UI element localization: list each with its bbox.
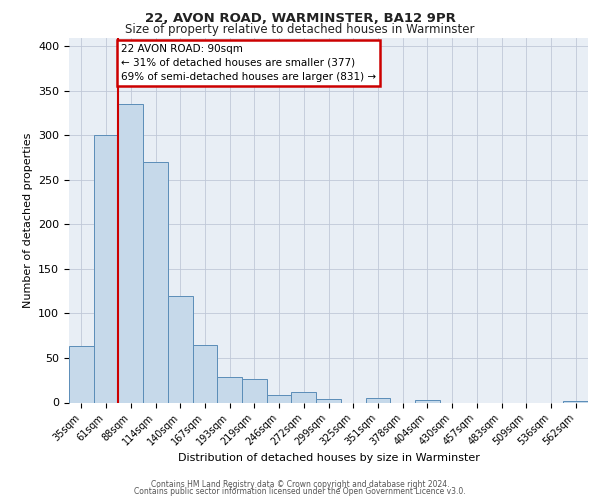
Bar [267,396,292,402]
Text: Contains public sector information licensed under the Open Government Licence v3: Contains public sector information licen… [134,487,466,496]
Bar [292,392,316,402]
Text: 22 AVON ROAD: 90sqm
← 31% of detached houses are smaller (377)
69% of semi-detac: 22 AVON ROAD: 90sqm ← 31% of detached ho… [121,44,376,82]
Y-axis label: Number of detached properties: Number of detached properties [23,132,32,308]
Bar [563,400,588,402]
X-axis label: Distribution of detached houses by size in Warminster: Distribution of detached houses by size … [178,453,479,463]
Text: Contains HM Land Registry data © Crown copyright and database right 2024.: Contains HM Land Registry data © Crown c… [151,480,449,489]
Bar [415,400,440,402]
Bar [316,399,341,402]
Bar [365,398,390,402]
Bar [242,380,267,402]
Text: Size of property relative to detached houses in Warminster: Size of property relative to detached ho… [125,22,475,36]
Bar [143,162,168,402]
Text: 22, AVON ROAD, WARMINSTER, BA12 9PR: 22, AVON ROAD, WARMINSTER, BA12 9PR [145,12,455,26]
Bar [118,104,143,403]
Bar [168,296,193,403]
Bar [69,346,94,403]
Bar [193,344,217,403]
Bar [94,136,118,402]
Bar [217,376,242,402]
